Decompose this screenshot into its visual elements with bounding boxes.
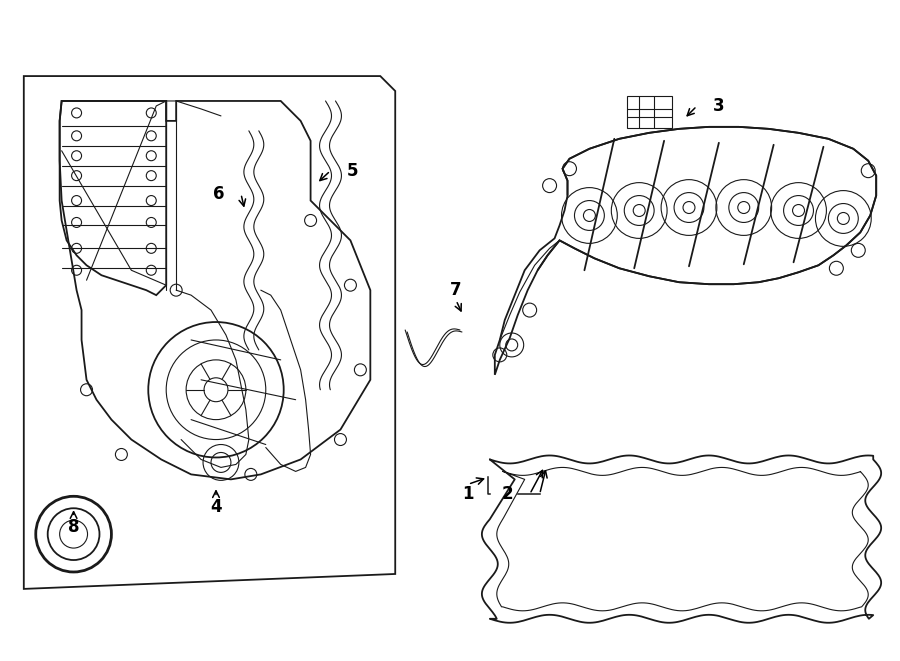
Text: 5: 5 (346, 162, 358, 180)
Text: 2: 2 (502, 485, 514, 503)
Text: 8: 8 (68, 518, 79, 536)
Polygon shape (482, 455, 881, 623)
FancyBboxPatch shape (627, 96, 672, 128)
Text: 3: 3 (713, 97, 725, 115)
Polygon shape (495, 127, 877, 375)
Polygon shape (23, 76, 395, 589)
Text: 1: 1 (463, 485, 473, 503)
Text: 6: 6 (213, 184, 225, 202)
Text: 7: 7 (450, 281, 462, 299)
Text: 4: 4 (211, 498, 221, 516)
